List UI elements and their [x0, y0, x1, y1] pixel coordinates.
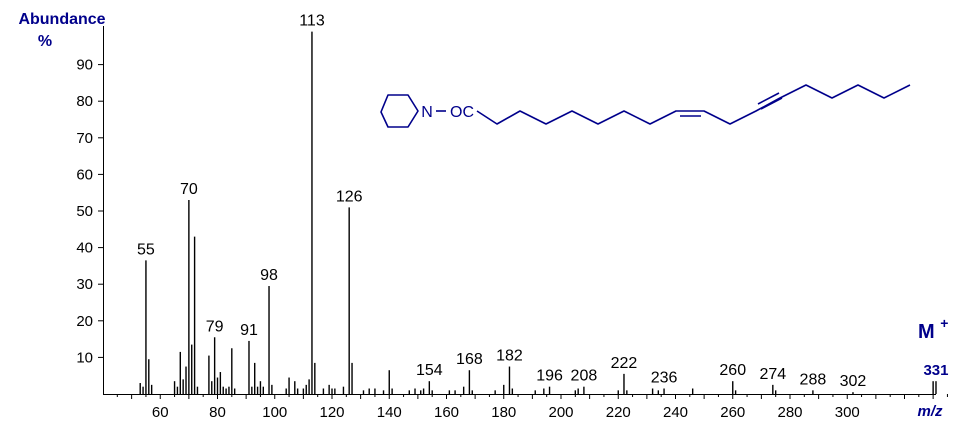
y-axis-title: Abundance	[18, 11, 105, 28]
peak-label-182: 182	[496, 348, 523, 365]
x-tick-label: 180	[491, 404, 516, 421]
chemical-structure	[380, 84, 911, 128]
peak-label-70: 70	[180, 181, 198, 198]
y-ticks: 10 20 30 40 50 60 70 80 90	[76, 57, 103, 366]
molecular-ion-label: M +	[918, 315, 948, 343]
x-axis-title: m/z	[917, 403, 943, 420]
y-tick-label: 80	[76, 93, 93, 110]
peak-label-91: 91	[240, 322, 258, 339]
triple-bond-upper	[757, 92, 780, 105]
x-tick-label: 200	[548, 404, 573, 421]
peak-label-168: 168	[456, 351, 483, 368]
molecular-ion-symbol: M	[918, 321, 935, 343]
x-tick-label: 280	[777, 404, 802, 421]
x-tick-label: 120	[319, 404, 344, 421]
peak-label-302: 302	[840, 373, 867, 390]
y-tick-label: 10	[76, 349, 93, 366]
peak-label-288: 288	[800, 371, 827, 388]
peak-label-154: 154	[416, 362, 443, 379]
spectrum-peaks	[139, 31, 937, 394]
peak-label-208: 208	[571, 368, 598, 385]
x-tick-label: 300	[835, 404, 860, 421]
peak-label-126: 126	[336, 188, 363, 205]
x-tick-label: 240	[663, 404, 688, 421]
peak-label-222: 222	[611, 355, 638, 372]
x-tick-label: 160	[434, 404, 459, 421]
peak-label-196: 196	[536, 368, 563, 385]
y-axis-unit: %	[38, 33, 52, 50]
y-tick-label: 20	[76, 313, 93, 330]
fatty-acyl-chain	[476, 84, 911, 125]
peak-label-55: 55	[137, 241, 155, 258]
carbonyl-group: OC	[450, 104, 474, 121]
x-ticks: 60 80 100 120 140 160 180 200 220 240 260 280 300	[116, 394, 948, 421]
peak-label-274: 274	[759, 366, 786, 383]
pyrrolidine-ring	[380, 94, 419, 128]
peak-label-98: 98	[260, 267, 278, 284]
peak-label-236: 236	[651, 370, 678, 387]
x-tick-label: 140	[377, 404, 402, 421]
peak-label-331: 331	[923, 362, 948, 379]
triple-bond-lower	[760, 97, 783, 110]
y-tick-label: 60	[76, 166, 93, 183]
nitrogen-atom: N	[421, 104, 433, 121]
peak-label-79: 79	[206, 318, 224, 335]
y-tick-label: 50	[76, 203, 93, 220]
y-tick-label: 70	[76, 130, 93, 147]
x-tick-label: 220	[606, 404, 631, 421]
y-tick-label: 40	[76, 240, 93, 257]
x-tick-label: 100	[262, 404, 287, 421]
y-tick-label: 30	[76, 276, 93, 293]
y-tick-label: 90	[76, 57, 93, 74]
x-tick-label: 60	[152, 404, 169, 421]
peak-labels: 55 70 79 91 98 113 126 154 168 182 196 208 222 236 260…	[137, 13, 948, 391]
x-tick-label: 80	[209, 404, 226, 421]
peak-label-113: 113	[299, 13, 325, 30]
peak-label-260: 260	[719, 362, 746, 379]
molecular-ion-charge: +	[940, 315, 948, 331]
x-tick-label: 260	[720, 404, 745, 421]
